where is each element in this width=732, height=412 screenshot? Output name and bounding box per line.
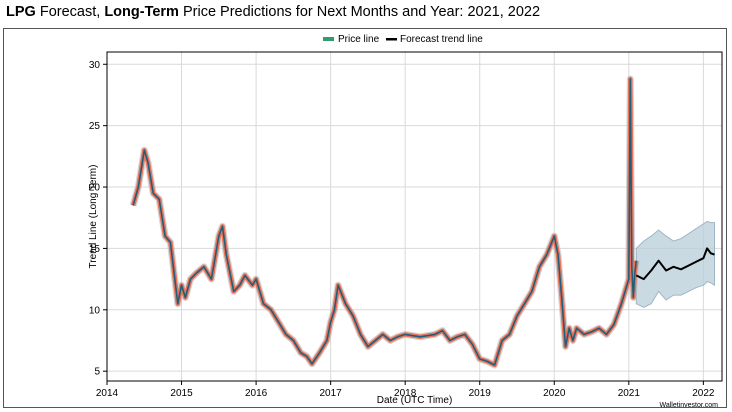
plot-border [106, 51, 723, 382]
legend-label-price-line: Price line [338, 34, 380, 45]
title-part-1: LPG [6, 4, 36, 20]
price-line-range [129, 75, 640, 369]
forecast-band-layer [635, 220, 715, 308]
legend-swatch-price-line [323, 37, 334, 41]
y-axis-ticks: 5 10 15 20 25 30 [89, 60, 107, 378]
y-tick-label-15: 15 [89, 244, 101, 255]
legend-swatch-forecast-trend-line [386, 38, 397, 41]
x-tick-label-2022: 2022 [692, 388, 715, 399]
x-tick-label-2019: 2019 [469, 388, 492, 399]
x-tick-label-2014: 2014 [96, 388, 119, 399]
chart-title: LPG Forecast, Long-Term Price Prediction… [6, 4, 540, 20]
y-tick-label-5: 5 [94, 367, 100, 378]
title-part-2: Forecast, [35, 4, 105, 20]
y-axis-label: Trend Line (Long Term) [88, 165, 99, 269]
credit-text: Walletinvestor.com [660, 402, 719, 409]
forecast-trend-line [635, 247, 715, 281]
x-tick-label-2018: 2018 [394, 388, 417, 399]
price-line [132, 78, 638, 366]
title-part-4: Price Predictions for Next Months and Ye… [178, 4, 541, 20]
x-axis-label: Date (UTC Time) [377, 395, 453, 406]
x-tick-label-2015: 2015 [170, 388, 193, 399]
x-axis-ticks: 2014 2015 2016 2017 2018 2019 2020 2021 2022 [96, 381, 715, 399]
y-tick-label-10: 10 [89, 305, 101, 316]
forecast-band [635, 220, 715, 308]
x-tick-label-2017: 2017 [320, 388, 343, 399]
title-part-3: Long-Term [104, 4, 179, 20]
x-tick-label-2020: 2020 [543, 388, 566, 399]
legend-item-forecast-trend-line: Forecast trend line [386, 34, 483, 45]
y-tick-label-25: 25 [89, 121, 101, 132]
grid [106, 52, 722, 381]
legend: Price line Forecast trend line [323, 34, 483, 45]
legend-item-price-line: Price line [323, 34, 380, 45]
legend-label-forecast-trend-line: Forecast trend line [400, 34, 483, 45]
y-tick-label-20: 20 [89, 183, 101, 194]
y-tick-label-30: 30 [89, 60, 101, 71]
series-layer [129, 75, 715, 369]
x-tick-label-2016: 2016 [245, 388, 268, 399]
chart-frame [3, 28, 727, 408]
x-tick-label-2021: 2021 [618, 388, 641, 399]
